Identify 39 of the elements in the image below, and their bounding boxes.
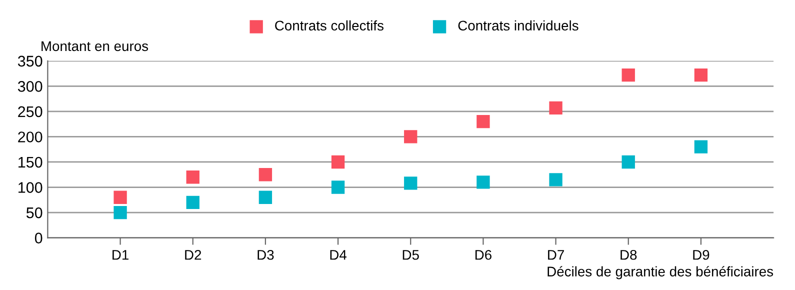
x-tick-label: D4 (330, 250, 347, 260)
x-tick-label: D1 (112, 250, 128, 260)
point (258, 190, 272, 204)
point (331, 155, 345, 169)
y-tick-label: 250 (18, 106, 42, 118)
point (694, 140, 708, 154)
y-tick-label: 350 (18, 56, 42, 67)
point (476, 114, 490, 128)
point (404, 176, 418, 190)
point (186, 170, 200, 184)
point (622, 155, 635, 169)
y-tick-label: 200 (18, 132, 42, 142)
y-tick-label: 100 (18, 182, 42, 193)
x-tick-label: D8 (620, 250, 637, 260)
x-axis-title: Déciles de garantie des bénéficiaires (548, 266, 774, 280)
y-axis-title: Montant en euros (42, 41, 148, 52)
legend-label: Contrats collectifs (275, 20, 384, 31)
point (549, 101, 562, 114)
point (476, 176, 490, 189)
x-tick-label: D7 (548, 250, 564, 260)
point (404, 130, 418, 144)
x-tick-label: D9 (693, 250, 710, 260)
point (186, 196, 200, 210)
x-tick-label: D5 (402, 250, 419, 260)
point (114, 190, 127, 204)
point (331, 180, 345, 194)
point (622, 68, 635, 82)
point (114, 206, 127, 220)
point (258, 168, 272, 182)
y-tick-label: 0 (34, 232, 42, 244)
x-tick-label: D6 (475, 250, 492, 260)
point (549, 173, 562, 186)
y-tick-label: 300 (18, 81, 42, 92)
y-tick-label: 150 (18, 156, 42, 168)
x-tick-label: D3 (258, 250, 274, 260)
x-tick-label: D2 (185, 250, 202, 260)
legend-label: Contrats individuels (458, 20, 578, 31)
y-tick-label: 50 (26, 207, 42, 218)
point (694, 68, 708, 82)
